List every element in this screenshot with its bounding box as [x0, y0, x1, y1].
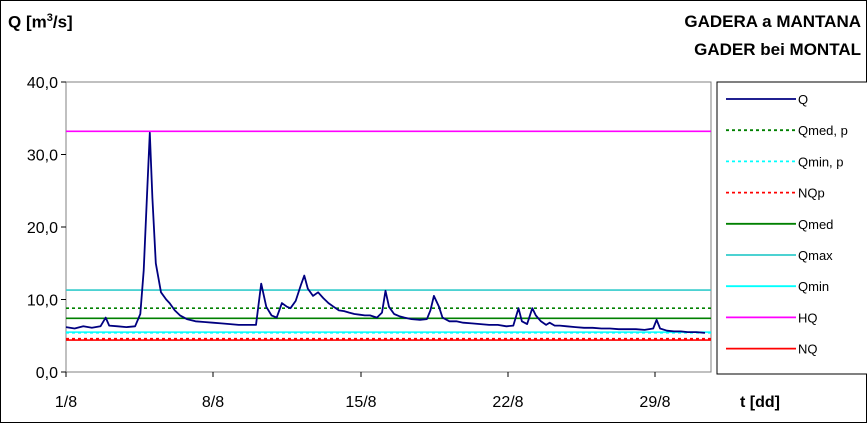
y-tick-label: 30,0: [27, 148, 58, 165]
x-tick-label: 8/8: [202, 394, 224, 411]
chart-title-line-2: GADER bei MONTAL: [694, 40, 861, 59]
legend-label: Qmin, p: [798, 154, 844, 169]
y-tick-label: 10,0: [27, 293, 58, 310]
legend-label: NQ: [798, 342, 818, 357]
legend-label: Qmed: [798, 217, 833, 232]
legend-label: Qmax: [798, 248, 833, 263]
x-tick-label: 22/8: [492, 394, 523, 411]
legend-label: NQp: [798, 186, 825, 201]
x-tick-label: 15/8: [345, 394, 376, 411]
y-tick-label: 20,0: [27, 220, 58, 237]
series-line-q: [65, 131, 706, 334]
chart-title-line-1: GADERA a MANTANA: [684, 12, 861, 31]
y-axis-title: Q [m3/s]: [8, 12, 73, 32]
y-tick-label: 40,0: [27, 75, 58, 92]
legend-label: HQ: [798, 310, 818, 325]
y-tick-label: 0,0: [36, 365, 58, 382]
x-tick-label: 1/8: [55, 394, 77, 411]
x-tick-label: 29/8: [639, 394, 670, 411]
legend-label: Qmin: [798, 279, 829, 294]
legend-label: Q: [798, 92, 808, 107]
legend-label: Qmed, p: [798, 123, 848, 138]
x-axis-title: t [dd]: [740, 394, 780, 411]
plot-area: [65, 81, 712, 373]
